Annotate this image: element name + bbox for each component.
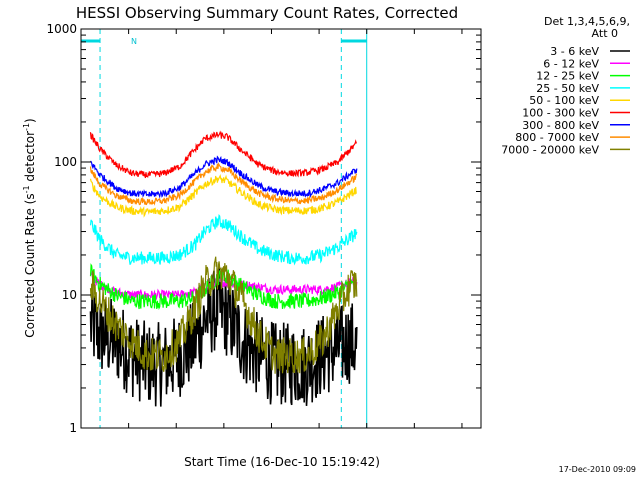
night-marker: N <box>131 37 137 46</box>
series-line <box>89 162 358 206</box>
series-line <box>89 213 358 266</box>
series-line <box>90 270 358 301</box>
plot-area <box>80 29 368 428</box>
legend-label: 7000 - 20000 keV <box>501 143 599 156</box>
x-axis-label: Start Time (16-Dec-10 15:19:42) <box>184 455 380 469</box>
legend-label: 800 - 7000 keV <box>515 131 599 144</box>
series-line <box>90 155 358 199</box>
legend-label: 25 - 50 keV <box>536 82 599 95</box>
series-line <box>89 173 357 218</box>
y-tick-label: 10 <box>62 288 77 302</box>
legend-label: 100 - 300 keV <box>522 107 599 120</box>
legend-label: 50 - 100 keV <box>529 94 599 107</box>
axes: 1 10 100 1000 <box>46 22 482 435</box>
chart-title: HESSI Observing Summary Count Rates, Cor… <box>76 4 458 22</box>
y-axis-label: Corrected Count Rate (s-1 detector-1) <box>22 118 37 337</box>
series-line <box>89 256 358 374</box>
y-tick-label: 1 <box>69 421 77 435</box>
y-tick-label: 100 <box>54 155 77 169</box>
legend-header-attenuator: Att 0 <box>592 27 618 40</box>
legend-label: 12 - 25 keV <box>536 70 599 83</box>
legend-label: 300 - 800 keV <box>522 119 599 132</box>
legend-header-detectors: Det 1,3,4,5,6,9, <box>544 15 630 28</box>
series-line <box>89 130 357 179</box>
legend-label: 3 - 6 keV <box>550 45 599 58</box>
plot-frame <box>80 28 482 429</box>
footer-timestamp: 17-Dec-2010 09:09 <box>559 465 636 474</box>
series-line <box>89 267 358 407</box>
legend-label: 6 - 12 keV <box>543 57 599 70</box>
y-tick-label: 1000 <box>46 22 77 36</box>
